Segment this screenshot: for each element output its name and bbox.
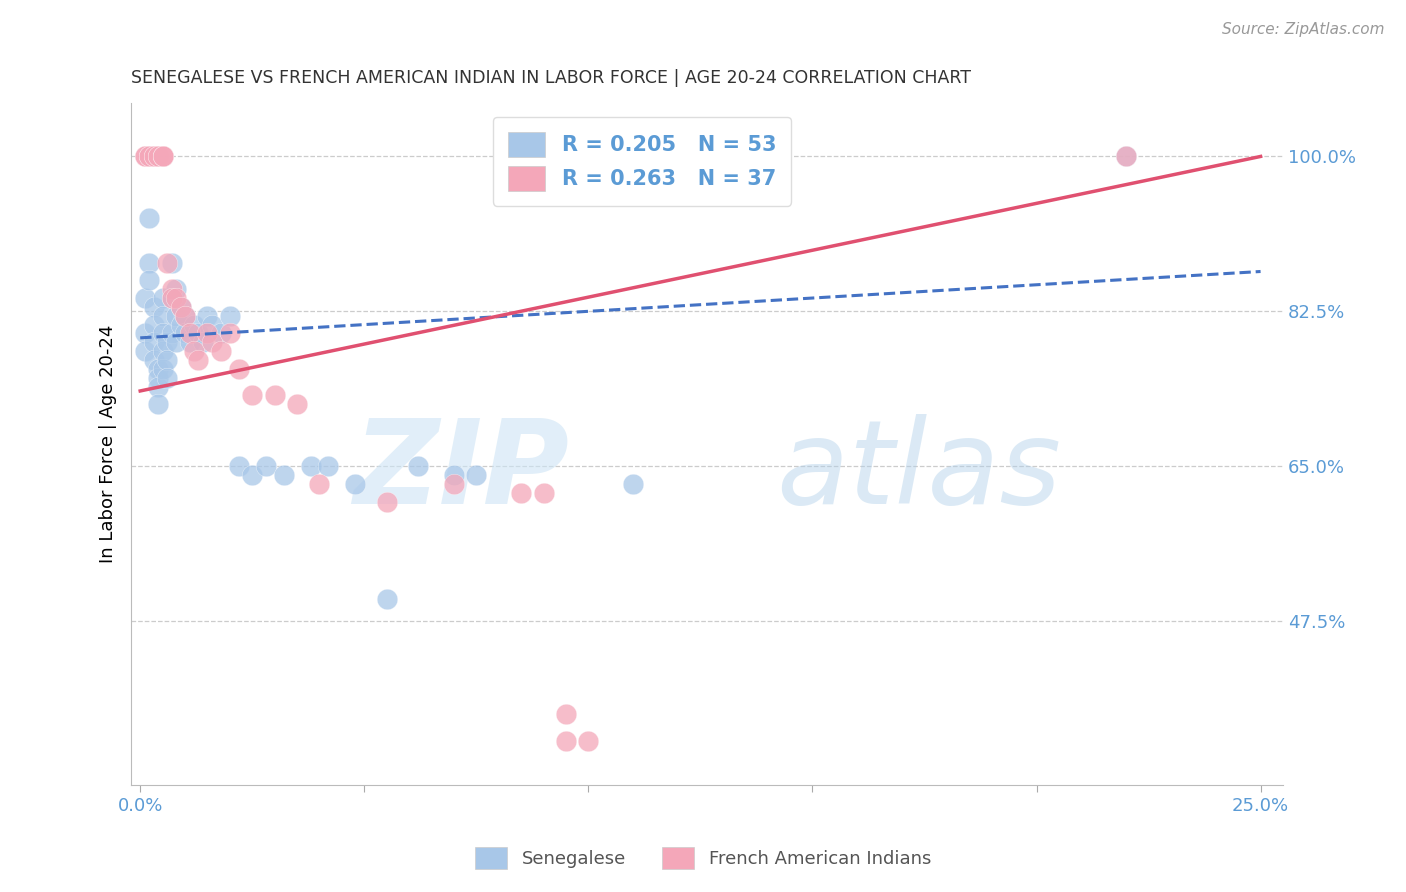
Point [156,370,179,384]
Point [183,344,205,359]
Point [318,459,340,474]
Point [165,291,187,305]
Legend: R = 0.205   N = 53, R = 0.263   N = 37: R = 0.205 N = 53, R = 0.263 N = 37 [494,117,790,205]
Point [174,309,197,323]
Point [146,361,169,376]
Point [134,344,156,359]
Point [152,291,174,305]
Point [191,335,214,350]
Point [138,255,160,269]
Point [285,397,308,411]
Point [138,273,160,287]
Point [187,353,209,368]
Text: Source: ZipAtlas.com: Source: ZipAtlas.com [1222,22,1385,37]
Point [152,326,174,341]
Point [209,344,232,359]
Point [174,309,197,323]
Point [156,255,179,269]
Point [169,300,191,314]
Point [228,459,250,474]
Point [156,353,179,368]
Point [510,485,533,500]
Point [146,149,169,163]
Point [576,733,599,747]
Point [555,706,578,721]
Point [179,335,201,350]
Point [299,459,322,474]
Point [240,468,263,483]
Point [142,149,165,163]
Legend: Senegalese, French American Indians: Senegalese, French American Indians [465,838,941,879]
Point [533,485,555,500]
Point [138,211,160,226]
Point [142,318,165,332]
Point [197,326,219,341]
Point [134,291,156,305]
Point [308,476,330,491]
Point [273,468,295,483]
Point [375,591,398,606]
Point [160,291,183,305]
Text: atlas: atlas [776,414,1062,528]
Point [209,326,232,341]
Point [152,149,174,163]
Point [165,282,187,296]
Point [465,468,488,483]
Point [621,476,644,491]
Point [160,255,183,269]
Point [187,326,209,341]
Point [240,388,263,402]
Point [142,353,165,368]
Point [183,318,205,332]
Point [156,335,179,350]
Text: SENEGALESE VS FRENCH AMERICAN INDIAN IN LABOR FORCE | AGE 20-24 CORRELATION CHAR: SENEGALESE VS FRENCH AMERICAN INDIAN IN … [131,69,972,87]
Point [443,476,465,491]
Point [1115,149,1137,163]
Point [146,370,169,384]
Point [142,149,165,163]
Point [197,309,219,323]
Point [160,326,183,341]
Point [169,318,191,332]
Point [375,494,398,508]
Point [174,326,197,341]
Point [142,335,165,350]
Point [160,282,183,296]
Point [555,733,578,747]
Point [218,326,240,341]
Point [138,149,160,163]
Point [152,149,174,163]
Point [344,476,367,491]
Point [201,318,224,332]
Point [134,326,156,341]
Point [165,309,187,323]
Point [152,344,174,359]
Point [146,379,169,393]
Point [218,309,240,323]
Point [146,149,169,163]
Point [228,361,250,376]
Point [165,335,187,350]
Point [160,291,183,305]
Point [201,335,224,350]
Point [254,459,277,474]
Point [443,468,465,483]
Point [142,300,165,314]
Point [152,149,174,163]
Point [146,397,169,411]
Point [179,326,201,341]
Text: ZIP: ZIP [353,414,569,529]
Point [134,149,156,163]
Point [152,309,174,323]
Point [138,149,160,163]
Point [169,300,191,314]
Point [263,388,285,402]
Point [406,459,429,474]
Point [1115,149,1137,163]
Point [152,361,174,376]
Point [134,149,156,163]
Y-axis label: In Labor Force | Age 20-24: In Labor Force | Age 20-24 [100,325,117,563]
